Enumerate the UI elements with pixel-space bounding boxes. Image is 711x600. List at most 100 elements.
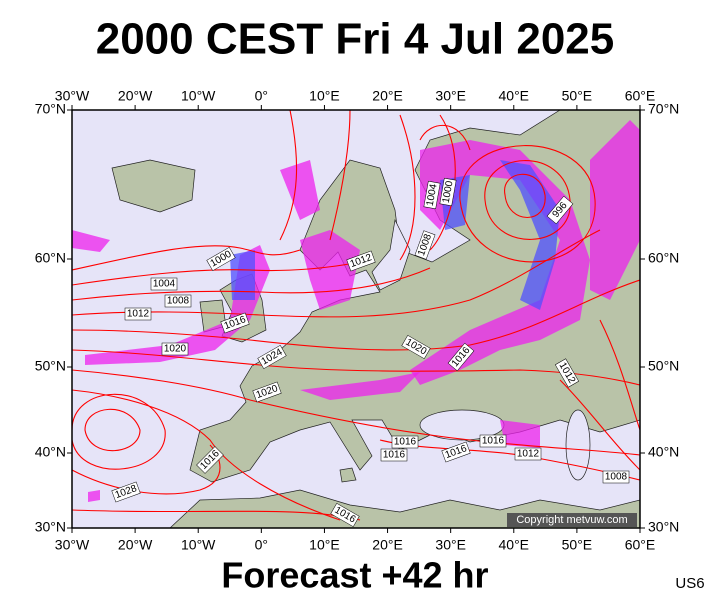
- latitude-label: 40°N: [648, 444, 679, 460]
- map-area: [72, 110, 640, 528]
- label-box: [196, 446, 224, 474]
- latitude-label: 60°N: [35, 250, 66, 266]
- label-box: [414, 230, 436, 260]
- isobar: [399, 114, 416, 261]
- isobar-label: 1000: [439, 177, 457, 207]
- isobar-value: 1016: [383, 450, 406, 461]
- isobar: [72, 245, 301, 271]
- precipitation: [85, 245, 270, 365]
- isobar-label: 1016: [479, 434, 507, 448]
- isobar-value: 1012: [517, 449, 540, 460]
- isobar-value: 1012: [127, 309, 150, 320]
- isobar-label: 1016: [380, 448, 408, 462]
- longitude-label: 20°W: [118, 88, 153, 104]
- longitude-label: 20°E: [372, 88, 403, 104]
- isobar-value: 1016: [482, 436, 505, 447]
- precipitation: [280, 160, 320, 220]
- longitude-label: 10°W: [181, 537, 216, 553]
- isobar: [72, 261, 361, 286]
- isobar: [559, 379, 640, 471]
- longitude-label: 20°E: [372, 537, 403, 553]
- isobar: [459, 145, 596, 263]
- isobar-value: 1004: [425, 183, 440, 207]
- isobar: [72, 229, 601, 318]
- isobar-value: 1000: [441, 180, 456, 204]
- label-box: [252, 381, 282, 403]
- isobar-value: 1008: [167, 296, 190, 307]
- label-box: [602, 470, 630, 484]
- precipitation: [88, 490, 100, 502]
- precipitation: [500, 420, 540, 448]
- model-code: US6: [675, 575, 704, 592]
- label-box: [220, 312, 250, 334]
- map-frame: [71, 109, 641, 529]
- longitude-label: 30°E: [435, 88, 466, 104]
- isobar: [72, 393, 166, 470]
- longitude-label: 30°W: [55, 537, 90, 553]
- precipitation: [72, 230, 110, 252]
- isobar: [279, 110, 298, 241]
- label-box: [401, 334, 431, 360]
- label-box: [554, 358, 580, 388]
- longitude-label: 30°W: [55, 88, 90, 104]
- isobar: [72, 389, 341, 521]
- longitude-label: 20°W: [118, 537, 153, 553]
- isobar: [599, 319, 640, 431]
- latitude-label: 30°N: [35, 519, 66, 535]
- isobar: [484, 160, 571, 240]
- label-box: [439, 177, 457, 207]
- copyright-box: [507, 513, 637, 527]
- latitude-label: 30°N: [648, 519, 679, 535]
- isobar: [72, 279, 640, 351]
- isobar-label: 1008: [602, 470, 630, 484]
- label-box: [423, 180, 441, 210]
- label-box: [257, 344, 287, 370]
- forecast-label: Forecast +42 hr: [221, 555, 488, 596]
- label-box: [546, 195, 574, 225]
- longitude-label: 60°E: [625, 537, 656, 553]
- longitude-label: 40°E: [499, 88, 530, 104]
- latitude-label: 40°N: [35, 444, 66, 460]
- longitude-label: 10°E: [309, 537, 340, 553]
- precipitation: [590, 120, 640, 300]
- longitude-label: 50°E: [562, 537, 593, 553]
- latitude-label: 70°N: [648, 101, 679, 117]
- label-box: [206, 246, 236, 272]
- longitude-label: 10°W: [181, 88, 216, 104]
- label-box: [346, 250, 376, 272]
- label-box: [380, 448, 408, 462]
- label-box: [441, 441, 471, 463]
- latitude-label: 70°N: [35, 101, 66, 117]
- longitude-label: 60°E: [625, 88, 656, 104]
- isobar-label: 1012: [124, 307, 152, 321]
- copyright: Copyright metvuw.com: [516, 514, 627, 526]
- longitude-label: 50°E: [562, 88, 593, 104]
- isobar-label: 1004: [423, 180, 441, 210]
- latitude-label: 60°N: [648, 250, 679, 266]
- label-box: [124, 307, 152, 321]
- label-box: [150, 277, 178, 291]
- label-box: [161, 342, 189, 356]
- label-box: [514, 447, 542, 461]
- isobar: [329, 110, 351, 241]
- label-box: [111, 481, 141, 503]
- label-box: [391, 435, 419, 449]
- isobar-value: 1016: [394, 437, 417, 448]
- baltic-sea: [371, 218, 411, 291]
- isobar: [504, 173, 546, 218]
- isobar: [72, 369, 640, 456]
- title: 2000 CEST Fri 4 Jul 2025: [96, 15, 615, 64]
- longitude-label: 40°E: [499, 537, 530, 553]
- isobar-label: 1012: [514, 447, 542, 461]
- isobar: [84, 408, 141, 452]
- precipitation: [230, 250, 255, 300]
- isobar-label: 1008: [164, 294, 192, 308]
- land: [111, 159, 196, 213]
- land: [339, 467, 357, 483]
- longitude-label: 0°: [255, 537, 268, 553]
- isobar-value: 1004: [153, 279, 176, 290]
- longitude-label: 30°E: [435, 537, 466, 553]
- caspian-sea: [565, 409, 591, 481]
